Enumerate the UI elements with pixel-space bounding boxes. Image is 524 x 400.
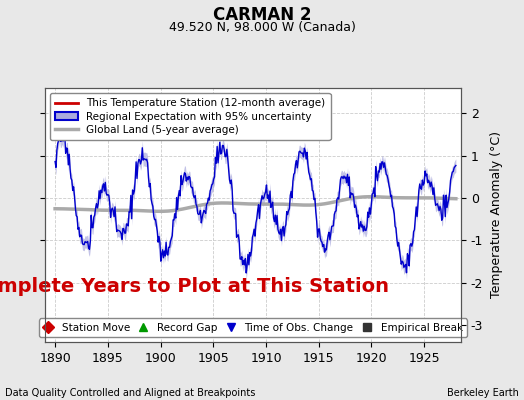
Y-axis label: Temperature Anomaly (°C): Temperature Anomaly (°C) (490, 132, 503, 298)
Text: CARMAN 2: CARMAN 2 (213, 6, 311, 24)
Text: 49.520 N, 98.000 W (Canada): 49.520 N, 98.000 W (Canada) (169, 21, 355, 34)
Text: Data Quality Controlled and Aligned at Breakpoints: Data Quality Controlled and Aligned at B… (5, 388, 256, 398)
Text: Berkeley Earth: Berkeley Earth (447, 388, 519, 398)
Legend: Station Move, Record Gap, Time of Obs. Change, Empirical Break: Station Move, Record Gap, Time of Obs. C… (39, 318, 467, 337)
Text: No Complete Years to Plot at This Station: No Complete Years to Plot at This Statio… (0, 277, 389, 296)
